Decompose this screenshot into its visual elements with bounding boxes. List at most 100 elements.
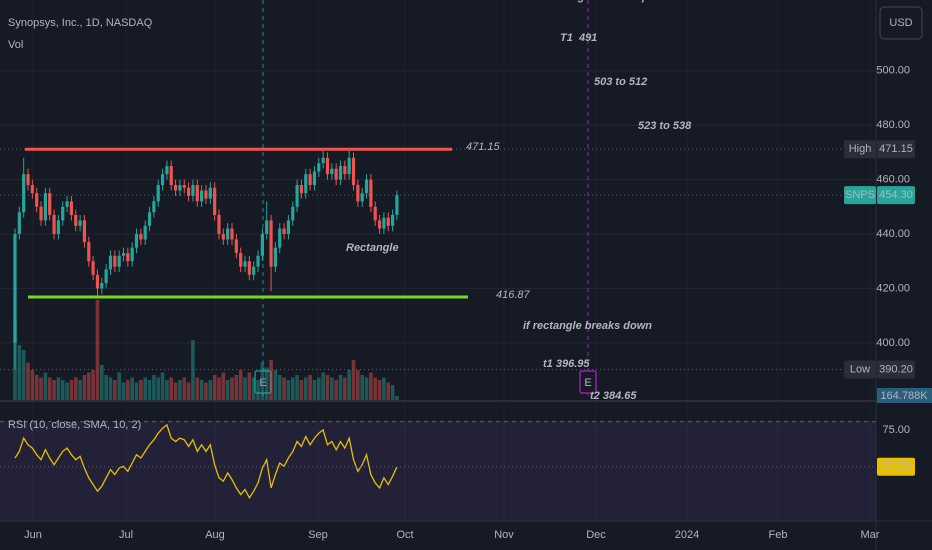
x-tick-label: Feb bbox=[769, 529, 788, 541]
badge-value-box bbox=[877, 140, 915, 159]
level-label: 416.87 bbox=[496, 289, 531, 301]
volume-bar bbox=[56, 377, 61, 400]
volume-bar bbox=[65, 382, 69, 400]
candle-body bbox=[312, 171, 317, 186]
badge-name-box bbox=[844, 360, 876, 379]
candle-body bbox=[165, 165, 169, 175]
volume-bar bbox=[52, 380, 56, 400]
volume-bar bbox=[325, 375, 330, 400]
volume-bar bbox=[369, 372, 373, 400]
annotation: t2 384.65 bbox=[590, 390, 637, 402]
candle-body bbox=[282, 228, 286, 235]
candle-body bbox=[143, 225, 147, 240]
volume-bar bbox=[117, 372, 121, 400]
candle-body bbox=[182, 185, 186, 188]
volume-bar bbox=[282, 377, 286, 400]
volume-bar bbox=[360, 375, 364, 400]
rsi-badge: 52.73 bbox=[882, 461, 910, 473]
badge-name: SNPS bbox=[845, 189, 875, 201]
volume-bar bbox=[234, 375, 239, 400]
candle-body bbox=[61, 206, 65, 221]
annotation: 503 to 512 bbox=[594, 76, 647, 88]
candle-body bbox=[395, 195, 399, 215]
candle-body bbox=[169, 165, 173, 186]
volume-bar bbox=[338, 375, 343, 400]
earnings-letter: E bbox=[259, 377, 266, 389]
x-tick-label: Mar bbox=[861, 529, 880, 541]
volume-label: Vol bbox=[8, 39, 23, 51]
candle-body bbox=[356, 185, 360, 202]
volume-bar bbox=[91, 370, 95, 400]
candle-body bbox=[35, 193, 39, 207]
x-tick-label: Dec bbox=[586, 529, 606, 541]
volume-bar bbox=[21, 350, 26, 400]
candle-body bbox=[343, 165, 347, 175]
volume-bar bbox=[139, 380, 143, 400]
candle-body bbox=[360, 193, 364, 202]
candle-body bbox=[152, 201, 156, 213]
volume-bar bbox=[351, 360, 356, 400]
badge-value: 454.30 bbox=[879, 189, 913, 201]
volume-bar bbox=[256, 380, 260, 400]
candle-body bbox=[13, 234, 17, 343]
volume-bar bbox=[26, 362, 30, 400]
candle-body bbox=[187, 187, 191, 196]
volume-bar bbox=[82, 375, 87, 400]
volume-bar bbox=[160, 372, 165, 400]
volume-bar bbox=[165, 380, 169, 400]
currency-button[interactable] bbox=[879, 6, 923, 40]
volume-bar bbox=[113, 380, 117, 400]
candle-body bbox=[147, 212, 152, 226]
candle-body bbox=[308, 174, 312, 186]
volume-bar bbox=[273, 370, 278, 400]
volume-bar bbox=[321, 372, 325, 400]
rsi-title: RSI (10, close, SMA, 10, 2) bbox=[8, 419, 141, 431]
volume-bar bbox=[334, 380, 338, 400]
volume-bar bbox=[156, 377, 161, 400]
candle-body bbox=[82, 220, 87, 243]
candle-body bbox=[134, 234, 139, 248]
candle-body bbox=[108, 255, 113, 270]
candle-body bbox=[286, 220, 291, 235]
annotation: if rectangle breaks down bbox=[523, 320, 652, 332]
candle-body bbox=[256, 255, 260, 267]
candle-body bbox=[382, 217, 386, 229]
candle-body bbox=[234, 239, 238, 254]
volume-bar bbox=[69, 380, 74, 400]
currency[interactable]: USD bbox=[889, 17, 912, 29]
y-tick-label: 440.00 bbox=[876, 228, 910, 240]
volume-bar bbox=[251, 377, 256, 400]
volume-bar bbox=[225, 380, 230, 400]
candle-body bbox=[317, 163, 321, 172]
volume-bar bbox=[43, 372, 48, 400]
volume-bar bbox=[104, 375, 108, 400]
volume-bar bbox=[182, 377, 187, 400]
y-tick-label: 420.00 bbox=[876, 282, 910, 294]
volume-bar bbox=[221, 372, 226, 400]
rsi-tick-label: 75.00 bbox=[882, 424, 910, 436]
volume-bar bbox=[364, 377, 369, 400]
x-tick-label: Oct bbox=[396, 529, 413, 541]
badge-name-box bbox=[844, 140, 876, 159]
volume-badge-box bbox=[877, 388, 932, 403]
volume-bar bbox=[130, 377, 134, 400]
volume-bar bbox=[317, 377, 321, 400]
candle-body bbox=[191, 185, 195, 196]
candle-body bbox=[121, 253, 126, 256]
volume-bar bbox=[277, 375, 282, 400]
badge-name: Low bbox=[850, 363, 870, 375]
candle-body bbox=[65, 201, 69, 207]
annotation: t1 396.95 bbox=[543, 358, 590, 370]
volume-bar bbox=[230, 377, 234, 400]
y-tick-label: 500.00 bbox=[876, 65, 910, 77]
candle-body bbox=[117, 255, 121, 267]
volume-bar bbox=[264, 367, 269, 400]
level-label: 471.15 bbox=[466, 141, 501, 153]
volume-bar bbox=[134, 382, 139, 400]
volume-bar bbox=[347, 370, 351, 400]
candle-body bbox=[195, 185, 199, 202]
badge-name-box bbox=[844, 186, 876, 205]
candle-body bbox=[217, 214, 221, 235]
volume-bar bbox=[121, 382, 126, 400]
